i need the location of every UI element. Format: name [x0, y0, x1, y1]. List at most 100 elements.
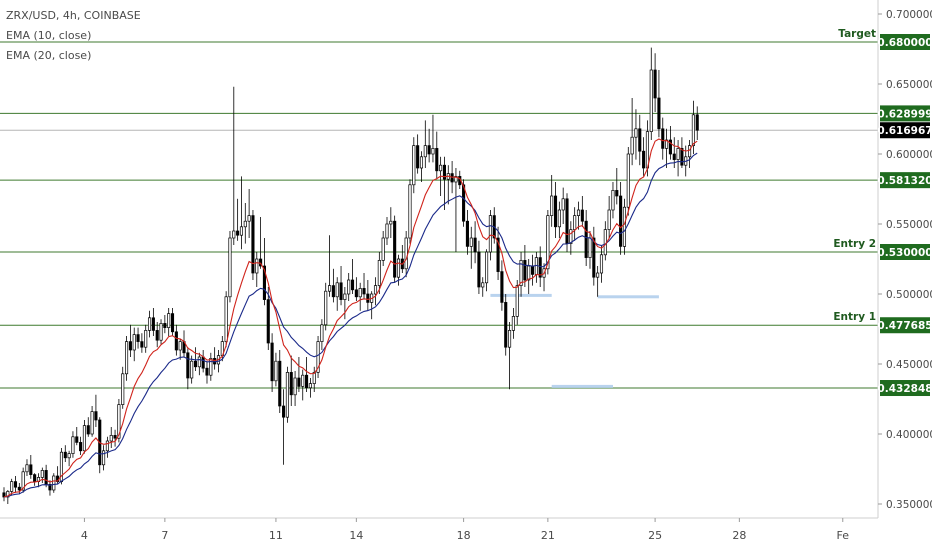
price-tick-label: 0.650000: [886, 79, 932, 91]
price-axis: 0.350000 0.400000 0.450000 0.500000 0.550000…: [877, 0, 932, 518]
candle-down: [477, 251, 481, 288]
candle-up: [285, 372, 289, 418]
candle-up: [301, 374, 305, 387]
candle-up: [228, 237, 232, 298]
candle-down: [584, 220, 588, 258]
level-price-box: [880, 105, 930, 122]
candle-up: [485, 251, 489, 284]
candle-down: [442, 164, 447, 180]
candle-up: [423, 145, 427, 158]
candle-down: [504, 302, 508, 348]
candle-up: [247, 215, 251, 222]
candle-up: [308, 383, 312, 389]
candle-up: [389, 220, 393, 225]
candle-up: [125, 341, 129, 375]
last-price-label: 0.616967: [877, 125, 932, 137]
candle-down: [13, 481, 18, 488]
ema-20-line: [3, 152, 698, 498]
candle-up: [649, 69, 653, 132]
candle-down: [128, 341, 132, 351]
candle-down: [465, 220, 469, 247]
candle-up: [377, 260, 381, 286]
candle-down: [262, 265, 266, 300]
candle-down: [435, 148, 439, 172]
candle-up: [312, 372, 316, 384]
candle-down: [136, 334, 140, 342]
candle-down: [163, 323, 167, 328]
candle-up: [117, 404, 121, 439]
candle-up: [67, 453, 71, 459]
candle-up: [385, 223, 389, 239]
candle-up: [255, 258, 259, 274]
candle-up: [431, 148, 435, 155]
candle-up: [109, 435, 113, 442]
candle-down: [530, 265, 535, 275]
candle-up: [691, 114, 695, 146]
candle-up: [121, 373, 125, 405]
candle-up: [676, 148, 680, 160]
candle-up: [573, 215, 577, 230]
candle-up: [561, 198, 565, 211]
candle-down: [366, 293, 370, 303]
candle-up: [232, 230, 236, 239]
candle-down: [33, 474, 37, 482]
price-tick-label: 0.400000: [886, 429, 932, 441]
candle-up: [622, 206, 627, 247]
time-tick-label: 21: [541, 529, 555, 542]
candle-up: [132, 334, 136, 351]
candle-up: [408, 184, 412, 239]
candle-down: [201, 356, 205, 369]
support-highlight: [597, 295, 659, 299]
candle-down: [619, 195, 623, 247]
candle-down: [282, 405, 286, 418]
candle-down: [278, 360, 282, 407]
candle-up: [469, 237, 473, 247]
candle-down: [523, 260, 527, 281]
time-tick-label: 7: [161, 529, 168, 542]
candle-up: [316, 341, 320, 373]
candle-up: [21, 471, 25, 491]
ema-10-legend: EMA (10, close): [6, 29, 92, 42]
candle-down: [354, 289, 358, 298]
candle-down: [113, 435, 117, 439]
candle-down: [48, 484, 52, 491]
candle-down: [500, 271, 504, 303]
candle-down: [362, 288, 366, 295]
price-tick-label: 0.500000: [886, 289, 932, 301]
candle-down: [580, 209, 584, 222]
candle-up: [599, 254, 604, 274]
candle-up: [546, 215, 550, 270]
candle-up: [358, 288, 362, 298]
candle-down: [496, 237, 500, 272]
price-tick-label: 0.600000: [886, 149, 932, 161]
candle-up: [557, 209, 561, 228]
level-price-box: [880, 34, 930, 50]
ema-10-line: [3, 138, 698, 498]
candle-up: [274, 360, 278, 382]
candle-up: [10, 481, 14, 492]
candle-down: [44, 470, 48, 485]
level-price-label: 0.432848: [877, 383, 932, 395]
candle-down: [305, 374, 309, 389]
candle-down: [680, 148, 684, 166]
candle-up: [343, 293, 347, 300]
candle-up: [190, 360, 194, 379]
candle-down: [140, 341, 144, 348]
candle-up: [52, 475, 56, 491]
candle-up: [328, 285, 332, 292]
time-tick-label: 18: [457, 529, 471, 542]
candle-up: [71, 436, 75, 454]
level-price-label: 0.477685: [877, 320, 932, 332]
candle-up: [508, 330, 512, 348]
candle-up: [335, 282, 339, 298]
candle-down: [174, 331, 178, 351]
candle-down: [350, 279, 355, 291]
candle-up: [102, 450, 106, 466]
candle-down: [553, 195, 558, 228]
candle-up: [630, 136, 634, 155]
price-tick-label: 0.700000: [886, 9, 932, 21]
time-tick-label: 25: [648, 529, 662, 542]
time-tick-label: 28: [732, 529, 746, 542]
candle-down: [642, 150, 646, 169]
